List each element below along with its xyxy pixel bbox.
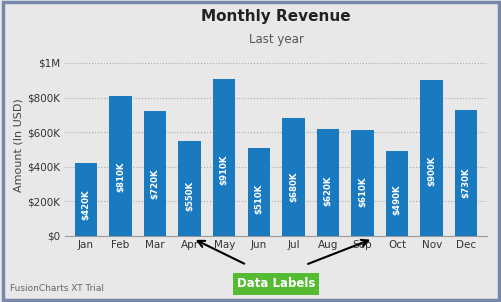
Text: $810K: $810K <box>116 162 125 192</box>
Text: $720K: $720K <box>150 168 159 199</box>
Bar <box>75 163 97 236</box>
Text: $900K: $900K <box>426 155 435 185</box>
Text: $550K: $550K <box>185 181 194 211</box>
Text: Data Labels: Data Labels <box>236 277 315 291</box>
Bar <box>282 118 304 236</box>
Bar <box>178 141 200 236</box>
Text: $510K: $510K <box>254 183 263 214</box>
Text: FusionCharts XT Trial: FusionCharts XT Trial <box>10 284 104 293</box>
Text: $910K: $910K <box>219 154 228 185</box>
Bar <box>419 80 442 236</box>
Text: Monthly Revenue: Monthly Revenue <box>201 9 350 24</box>
Bar <box>316 129 339 236</box>
Text: $620K: $620K <box>323 175 332 206</box>
Text: $730K: $730K <box>461 167 470 198</box>
Text: $680K: $680K <box>288 171 297 201</box>
Bar <box>247 148 270 236</box>
Bar <box>212 79 235 236</box>
Text: $490K: $490K <box>392 185 401 215</box>
Bar <box>454 110 476 236</box>
Text: $610K: $610K <box>357 176 366 207</box>
Bar <box>351 130 373 236</box>
Text: $420K: $420K <box>81 190 90 220</box>
Bar <box>144 111 166 236</box>
Y-axis label: Amount (In USD): Amount (In USD) <box>13 98 23 192</box>
Text: Last year: Last year <box>248 33 303 46</box>
Bar <box>385 151 407 236</box>
Bar <box>109 96 132 236</box>
